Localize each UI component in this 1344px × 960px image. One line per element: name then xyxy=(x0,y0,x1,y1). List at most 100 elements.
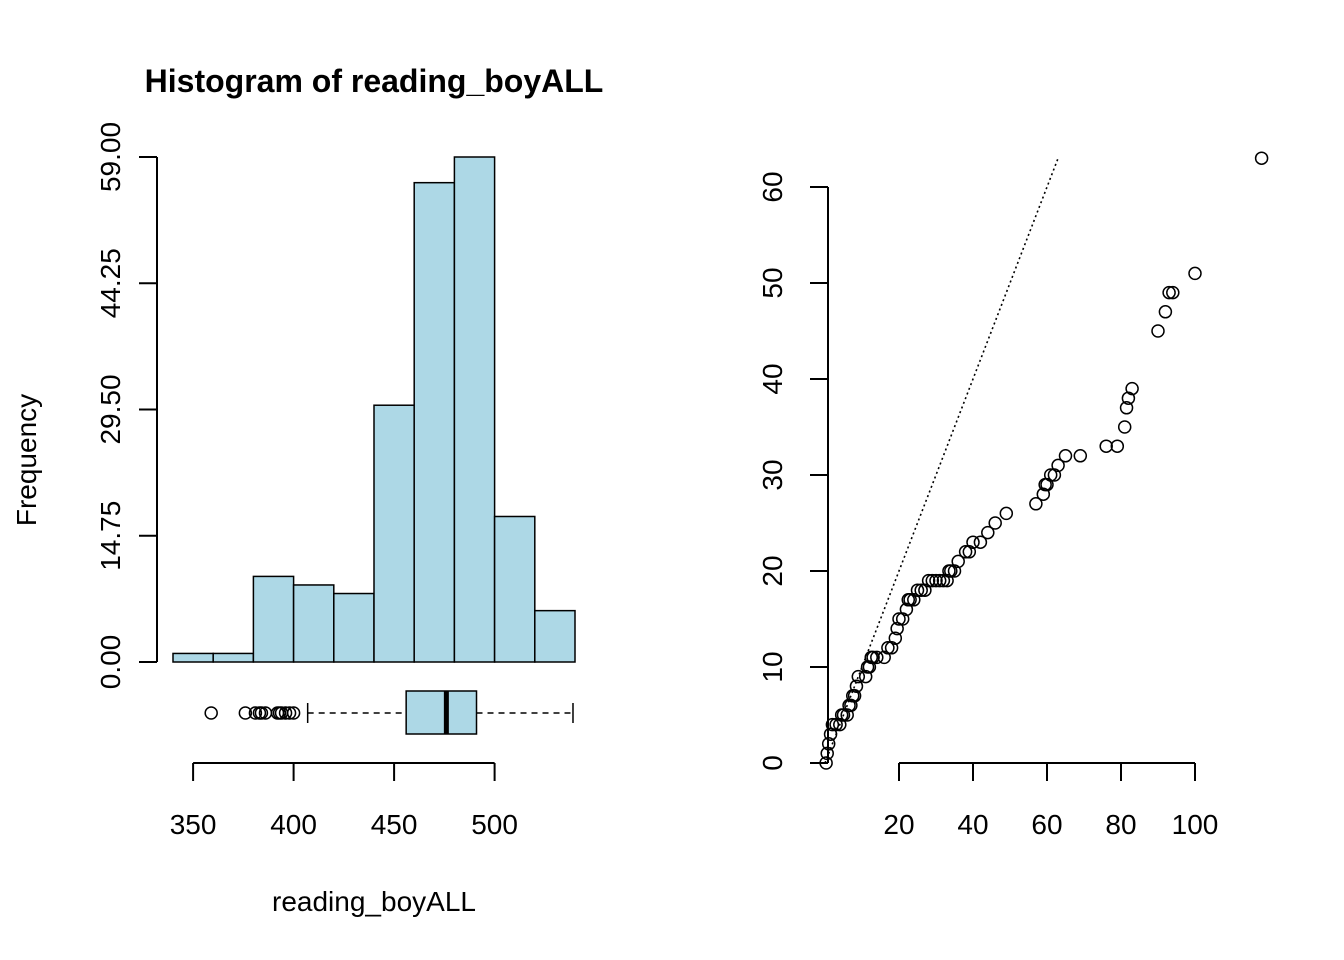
scatter-point xyxy=(929,573,943,588)
histogram-bar xyxy=(534,609,576,663)
scatter-x-axis: 20 40 60 80 100 xyxy=(883,762,1218,840)
scatter-point xyxy=(1254,151,1269,165)
scatter-point xyxy=(1158,305,1173,319)
scatter-point xyxy=(907,593,921,607)
x-tick-label: 20 xyxy=(883,809,914,840)
scatter-point xyxy=(833,717,847,732)
x-axis-label: reading_boyALL xyxy=(272,886,476,917)
histogram-bar xyxy=(373,404,415,663)
scatter-point xyxy=(1117,420,1132,434)
scatter-point xyxy=(944,564,958,578)
y-tick-label: 0.00 xyxy=(95,635,126,690)
boxplot-outlier xyxy=(282,706,297,720)
scatter-point xyxy=(1058,449,1073,463)
scatter-point xyxy=(1036,487,1051,501)
histogram-bar xyxy=(333,592,375,663)
scatter-point xyxy=(988,516,1002,530)
scatter-point xyxy=(1110,439,1125,453)
scatter-point xyxy=(973,535,988,549)
scatter-point xyxy=(1051,458,1065,473)
y-tick-label: 0 xyxy=(757,755,788,771)
scatter-point xyxy=(940,573,954,588)
boxplot-outlier xyxy=(248,706,263,720)
scatter-point xyxy=(877,650,891,665)
scatter-point xyxy=(951,554,965,569)
scatter-point xyxy=(1119,401,1134,415)
scatter-point xyxy=(849,679,864,693)
boxplot-box xyxy=(405,690,478,735)
scatter-point xyxy=(825,717,840,732)
scatter-point xyxy=(966,535,980,549)
boxplot xyxy=(204,690,574,735)
histogram-y-axis: 0.00 14.75 29.50 44.25 59.00 xyxy=(95,122,158,689)
scatter-point xyxy=(918,583,932,597)
scatter-point xyxy=(962,545,977,559)
scatter-point xyxy=(958,545,973,559)
x-tick-label: 60 xyxy=(1031,809,1062,840)
boxplot-outlier xyxy=(286,706,301,720)
x-tick-label: 100 xyxy=(1172,809,1219,840)
scatter-point xyxy=(903,593,917,607)
scatter-point xyxy=(947,564,962,578)
scatter-point xyxy=(999,506,1014,521)
histogram-bar xyxy=(252,575,295,663)
scatter-point xyxy=(1121,391,1136,405)
scatter-point xyxy=(1188,266,1202,281)
scatter-point xyxy=(925,573,940,588)
histogram-bar xyxy=(292,584,335,663)
histogram-bar xyxy=(212,652,255,663)
histogram-bar xyxy=(172,652,214,663)
boxplot-outlier xyxy=(278,706,293,720)
scatter-point xyxy=(870,650,884,665)
scatter-point xyxy=(899,602,914,617)
scatter-point xyxy=(866,650,880,665)
y-tick-label: 59.00 xyxy=(95,122,126,192)
histogram-bar xyxy=(413,181,456,663)
scatter-point xyxy=(888,631,903,645)
scatter-point xyxy=(1151,324,1165,338)
scatter-point xyxy=(840,708,854,722)
scatter-point xyxy=(862,660,877,674)
scatter-point xyxy=(1099,439,1113,453)
boxplot-outlier xyxy=(204,706,218,720)
y-axis-ticks: 0 10 20 30 40 50 60 xyxy=(757,171,828,771)
y-tick-label: 10 xyxy=(757,651,788,682)
scatter-point xyxy=(1043,468,1058,482)
scatter-point xyxy=(1166,285,1180,300)
scatter-point xyxy=(1162,285,1176,300)
histogram-bars xyxy=(172,156,576,663)
y-tick-label: 40 xyxy=(757,363,788,394)
scatter-point xyxy=(1040,477,1054,492)
scatter-point xyxy=(932,573,947,588)
scatter-point xyxy=(981,525,995,540)
scatter-point xyxy=(844,698,858,713)
x-axis-ticks: 20 40 60 80 100 xyxy=(883,763,1218,840)
y-tick-label: 60 xyxy=(757,171,788,202)
x-tick-label: 40 xyxy=(957,809,988,840)
scatter-point xyxy=(921,573,936,588)
scatter-point xyxy=(1029,497,1043,511)
x-tick-label: 500 xyxy=(471,809,518,840)
scatter-point xyxy=(881,641,895,655)
histogram-panel: Histogram of reading_boyALL 0.00 14.75 29.… xyxy=(11,63,603,917)
y-tick-label: 50 xyxy=(757,267,788,298)
y-tick-label: 29.50 xyxy=(95,374,126,444)
scatter-point xyxy=(847,689,862,703)
x-tick-label: 450 xyxy=(371,809,418,840)
scatter-point xyxy=(895,612,910,626)
y-tick-label: 30 xyxy=(757,459,788,490)
scatter-panel: 0 10 20 30 40 50 60 20 40 60 80 100 xyxy=(757,151,1269,840)
x-axis-ticks: 350 400 450 500 xyxy=(170,763,518,840)
y-axis-ticks: 0.00 14.75 29.50 44.25 59.00 xyxy=(95,122,157,689)
scatter-points xyxy=(819,151,1269,770)
scatter-point xyxy=(851,669,866,684)
histogram-bar xyxy=(453,156,496,663)
scatter-point xyxy=(910,583,925,597)
scatter-point xyxy=(858,669,873,684)
y-tick-label: 14.75 xyxy=(95,501,126,571)
histogram-title: Histogram of reading_boyALL xyxy=(145,63,604,99)
scatter-point xyxy=(1073,449,1088,463)
y-tick-label: 20 xyxy=(757,555,788,586)
y-tick-label: 44.25 xyxy=(95,248,126,318)
